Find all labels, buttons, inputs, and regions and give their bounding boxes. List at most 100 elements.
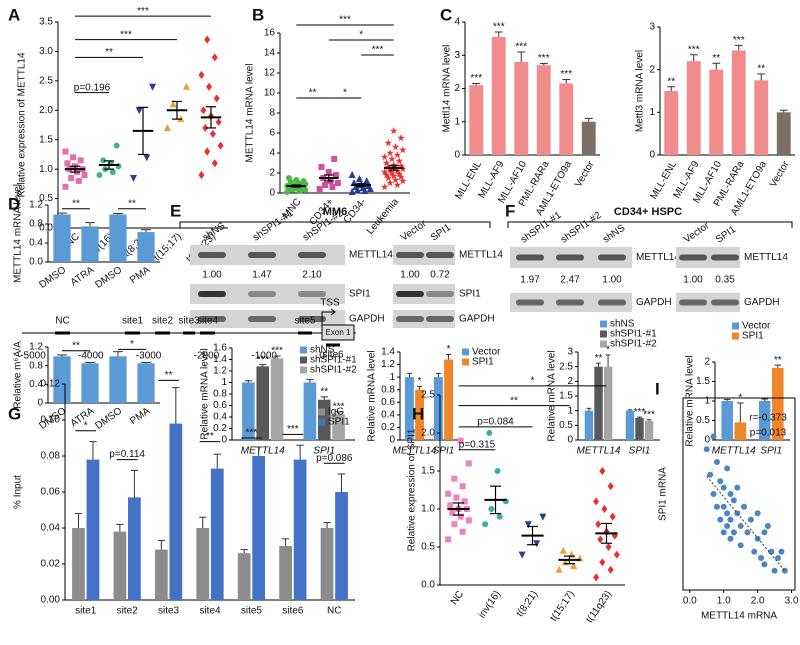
data-point [393, 151, 402, 159]
blot-band [516, 299, 544, 306]
data-point [391, 143, 400, 151]
y-tick-label: 1.4 [381, 347, 395, 358]
data-point [771, 567, 778, 574]
band-label: METTL14 [459, 250, 503, 261]
legend-label: SPI1 [472, 357, 494, 368]
data-point [399, 146, 407, 154]
site-label: site1 [122, 316, 144, 327]
y-tick-label: 1.5 [696, 376, 710, 387]
data-point [77, 157, 84, 164]
data-point [453, 494, 460, 501]
y-tick-label: 1 [221, 377, 227, 388]
band-quant: 0.35 [715, 275, 735, 286]
blot-band [298, 291, 326, 297]
x-tick-label: SPI1 [760, 446, 782, 457]
band-quant: 1.00 [400, 270, 420, 281]
bar [137, 232, 155, 262]
y-tick-label: 1.2 [29, 200, 43, 211]
data-point [382, 159, 391, 167]
band-label: GAPDH [349, 314, 385, 325]
y-tick-label: 0.00 [41, 595, 61, 606]
data-point [730, 529, 737, 536]
data-point [494, 468, 501, 474]
data-point [217, 141, 224, 150]
data-point [198, 171, 205, 180]
data-point [465, 460, 472, 467]
legend-swatch [462, 358, 469, 366]
y-tick-label: 3 [567, 347, 573, 358]
bar [86, 459, 100, 600]
y-tick-label: 1.6 [213, 343, 227, 354]
data-point [459, 528, 466, 535]
y-axis-label: Relative m⁶A/A [13, 341, 24, 409]
data-point [720, 503, 727, 510]
site-label: site3 [178, 316, 200, 327]
data-point [713, 503, 720, 510]
data-point [486, 430, 493, 436]
data-point [451, 475, 458, 482]
significance-label: * [130, 339, 134, 350]
data-point [389, 161, 398, 169]
panel-label: H [412, 404, 424, 423]
x-tick-label: t(15;17) [548, 589, 577, 624]
y-tick-label: 0.12 [41, 379, 61, 390]
x-tick-label: DMSO [93, 405, 124, 431]
x-tick-label: NC [449, 589, 466, 607]
lane-label: shSPI1-#2 [559, 210, 604, 246]
bar [72, 528, 85, 600]
y-tick-label: 1.5 [421, 466, 435, 477]
panel-label: A [8, 5, 20, 24]
panel-label: D [8, 194, 20, 213]
legend-label: shNS [310, 345, 335, 356]
data-point [482, 521, 489, 528]
y-tick-label: 4 [454, 17, 460, 28]
data-point [163, 123, 171, 131]
blot-band [298, 252, 326, 258]
data-point [703, 446, 710, 453]
y-tick-label: 0.5 [559, 420, 573, 431]
data-point [727, 516, 734, 523]
legend-swatch [600, 320, 607, 328]
y-tick-label: 10 [264, 88, 276, 99]
bar [686, 61, 701, 156]
blot-title: MM6 [323, 206, 347, 218]
bar [109, 214, 127, 262]
y-axis-label: Mettl14 mRNA level [442, 45, 453, 133]
bar [536, 65, 551, 155]
y-tick-label: 0.8 [29, 360, 43, 371]
data-point [449, 509, 456, 516]
data-point [325, 169, 332, 175]
bar [721, 401, 733, 440]
map-tick-label: -4000 [78, 351, 104, 362]
data-point [555, 565, 563, 573]
data-point [457, 437, 464, 444]
y-tick-label: 2 [704, 357, 710, 368]
blot-band [248, 316, 276, 322]
band-quant: 1.00 [683, 275, 703, 286]
x-tick-label: site1 [75, 606, 97, 617]
tss-arrow [321, 308, 336, 325]
legend-label: Vector [742, 321, 771, 332]
y-tick-label: 0.8 [29, 219, 43, 230]
data-point [465, 517, 472, 524]
y-axis-label: Relative expression of METTL14 [17, 52, 28, 198]
data-point [713, 459, 720, 465]
bar [664, 91, 679, 155]
map-tick-label: 0 [319, 351, 325, 362]
y-tick-label: 0.04 [41, 523, 61, 534]
data-point [607, 482, 614, 491]
significance-label: *** [287, 424, 299, 435]
x-tick-label: Vector [768, 159, 792, 190]
data-point [707, 471, 714, 478]
bar [128, 497, 141, 600]
legend-label: IgG [328, 407, 344, 418]
data-point [363, 177, 371, 184]
data-point [348, 171, 356, 178]
site-label: site4 [197, 316, 219, 327]
data-point [459, 483, 466, 490]
data-point [64, 160, 71, 167]
x-tick-label: METTL14 [393, 446, 437, 457]
x-tick-label: DMSO [37, 264, 68, 290]
data-point [200, 106, 207, 115]
data-point [613, 550, 620, 559]
